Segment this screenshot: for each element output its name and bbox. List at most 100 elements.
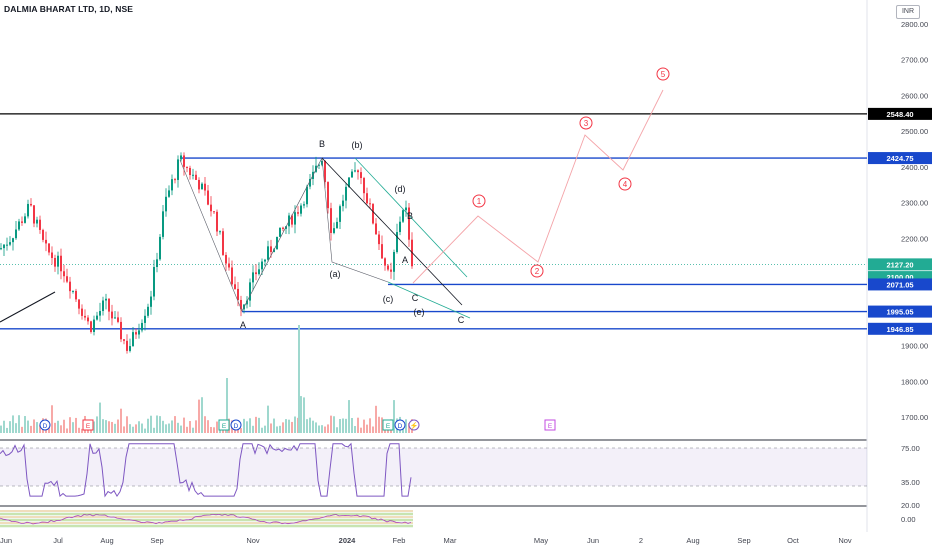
time-tick-label: Nov <box>838 536 852 545</box>
candle-body <box>216 211 218 232</box>
volume-bar <box>201 397 203 433</box>
volume-bar <box>132 426 134 433</box>
volume-bar <box>36 422 38 433</box>
dividend-badge <box>408 419 420 431</box>
projection-label: 1 <box>477 197 482 206</box>
candle-body <box>144 315 146 323</box>
candle-body <box>222 231 224 255</box>
volume-bar <box>159 416 161 433</box>
volume-bar <box>216 421 218 433</box>
candle-body <box>369 203 371 205</box>
candle-body <box>69 281 71 292</box>
price-axis-tag-label: 2071.05 <box>886 280 913 289</box>
candle-body <box>198 179 200 190</box>
candle-body <box>339 206 341 222</box>
candle-body <box>228 263 230 268</box>
volume-bar <box>33 419 35 433</box>
rsi-tick-label: 75.00 <box>901 444 920 453</box>
candle-body <box>270 246 272 253</box>
candle-body <box>321 160 323 165</box>
volume-bar <box>351 417 353 433</box>
volume-bar <box>226 378 228 433</box>
volume-bar <box>153 427 155 433</box>
volume-bar <box>9 421 11 433</box>
volume-bar <box>129 424 131 433</box>
volume-bar <box>183 417 185 433</box>
volume-bar <box>300 396 302 433</box>
wave-label: (c) <box>383 294 394 304</box>
volume-bar <box>0 425 2 433</box>
time-tick-label: 2024 <box>339 536 357 545</box>
volume-bar <box>186 426 188 433</box>
volume-bar <box>195 420 197 433</box>
volume-bar <box>270 423 272 433</box>
volume-bar <box>312 420 314 433</box>
volume-bar <box>171 420 173 433</box>
volume-bar <box>66 428 68 433</box>
volume-bar <box>6 427 8 433</box>
candle-body <box>159 236 161 260</box>
volume-bar <box>298 325 300 433</box>
time-tick-label: May <box>534 536 548 545</box>
volume-bar <box>252 425 254 433</box>
volume-bar <box>123 426 125 433</box>
candle-body <box>114 317 116 319</box>
candle-body <box>120 321 122 340</box>
candle-body <box>357 170 359 173</box>
price-axis-tag-label: 2548.40 <box>886 110 913 119</box>
candle-body <box>45 239 47 244</box>
candle-body <box>126 340 128 351</box>
candle-body <box>81 308 83 316</box>
price-tick-label: 2300.00 <box>901 199 928 208</box>
volume-bar <box>21 426 23 433</box>
event-badge-label: E <box>548 423 553 430</box>
volume-bar <box>111 421 113 433</box>
lightning-icon: ⚡ <box>410 421 419 430</box>
candle-body <box>330 208 332 233</box>
candle-body <box>375 223 377 235</box>
channel-line <box>354 157 468 278</box>
event-badge-label: D <box>43 423 48 430</box>
candle-body <box>210 204 212 212</box>
volume-bar <box>192 427 194 433</box>
volume-bar <box>99 402 101 433</box>
price-axis-tag <box>868 278 932 291</box>
volume-bar <box>60 425 62 433</box>
candle-body <box>141 322 143 331</box>
candle-body <box>162 211 164 237</box>
candle-body <box>324 160 326 183</box>
candle-body <box>336 221 338 229</box>
candle-body <box>153 267 155 297</box>
volume-bar <box>345 418 347 433</box>
volume-bar <box>27 420 29 433</box>
volume-bar <box>12 415 14 433</box>
price-axis-tag <box>868 305 932 318</box>
price-tick-label: 1700.00 <box>901 413 928 422</box>
event-badge-label: D <box>234 423 239 430</box>
price-axis-tag <box>868 152 932 165</box>
candle-body <box>348 177 350 187</box>
time-tick-label: Sep <box>737 536 750 545</box>
currency-badge[interactable]: INR <box>896 5 920 19</box>
time-tick-label: 2 <box>639 536 643 545</box>
price-axis-tag <box>868 107 932 120</box>
candle-body <box>111 311 113 319</box>
volume-bar <box>405 419 407 433</box>
wave-line <box>179 156 389 312</box>
candle-body <box>174 179 176 181</box>
wave-label: (e) <box>414 307 425 317</box>
candle-body <box>117 317 119 322</box>
wave-label: (a) <box>330 269 341 279</box>
candle-body <box>177 159 179 180</box>
projection-label: 4 <box>623 180 628 189</box>
time-tick-label: Oct <box>787 536 800 545</box>
time-tick-label: Aug <box>100 536 113 545</box>
price-axis-tag-label: 2100.00 <box>886 273 913 282</box>
candle-body <box>180 155 182 160</box>
candle-body <box>255 272 257 275</box>
candle-body <box>63 271 65 277</box>
candle-body <box>408 207 410 240</box>
candle-body <box>51 252 53 258</box>
wave-label: A <box>240 320 246 330</box>
